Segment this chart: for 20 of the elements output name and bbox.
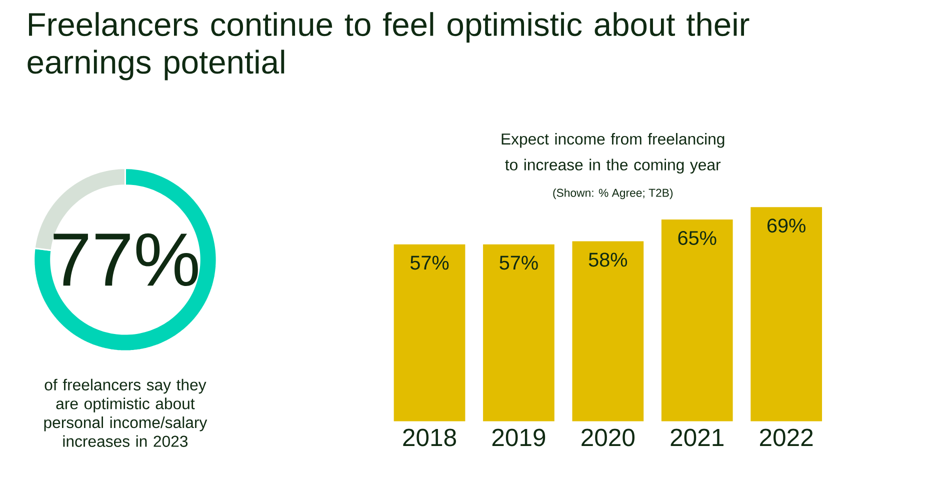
bar — [572, 241, 644, 422]
data-label: 57% — [410, 256, 449, 270]
bar — [483, 244, 554, 422]
x-tick-label: 2019 — [492, 428, 546, 446]
bar — [750, 207, 822, 422]
text: Freelancers continue to feel optimistic about their earnings potential — [28, 12, 750, 80]
bar — [661, 220, 733, 422]
chart-subtitle: (Shown: % Agree; T2B) — [553, 188, 673, 200]
data-label: 69% — [768, 218, 806, 233]
x-tick-label: 2022 — [760, 428, 813, 446]
data-label: 58% — [588, 252, 628, 267]
data-label: 77% — [54, 233, 198, 286]
x-tick-label: 2020 — [582, 428, 634, 446]
chart-title: Expect income from freelancing to increase in the coming year — [502, 133, 724, 174]
x-tick-label: 2021 — [670, 428, 724, 446]
data-label: 65% — [678, 231, 716, 246]
bar — [394, 244, 466, 422]
data-label: 57% — [500, 256, 538, 270]
text: of freelancers say they are optimistic about personal income/salary increases in 2023 — [44, 378, 208, 448]
x-tick-label: 2018 — [403, 428, 456, 446]
